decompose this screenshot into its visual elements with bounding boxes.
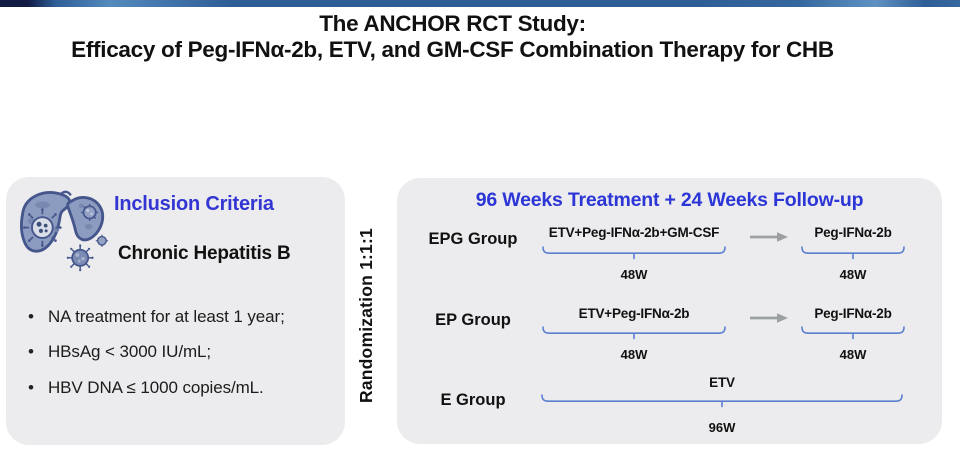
duration-label: 48W bbox=[839, 347, 867, 362]
group-label-e: E Group bbox=[440, 391, 506, 409]
bullet-text: HBsAg < 3000 IU/mL; bbox=[48, 342, 211, 362]
bullet-text: NA treatment for at least 1 year; bbox=[48, 306, 285, 326]
phase-bracket bbox=[801, 326, 905, 340]
bullet-dot: • bbox=[28, 377, 34, 397]
phase-label: ETV+Peg-IFNα-2b+GM-CSF bbox=[548, 225, 720, 240]
arrow-icon bbox=[750, 313, 788, 323]
duration-label: 48W bbox=[620, 267, 648, 282]
bullet-dot: • bbox=[28, 342, 34, 362]
bullet-item: • NA treatment for at least 1 year; bbox=[28, 299, 333, 335]
duration-label: 48W bbox=[839, 267, 867, 282]
bullet-text: HBV DNA ≤ 1000 copies/mL. bbox=[48, 377, 264, 397]
liver-virus-icon bbox=[19, 190, 109, 272]
phase-label: Peg-IFNα-2b bbox=[814, 306, 892, 321]
bullet-item: • HBsAg < 3000 IU/mL; bbox=[28, 335, 333, 371]
phase-label: Peg-IFNα-2b bbox=[814, 225, 892, 240]
phase-label: ETV+Peg-IFNα-2b bbox=[578, 306, 690, 321]
phase-bracket bbox=[801, 246, 905, 260]
group-label-epg: EPG Group bbox=[428, 230, 518, 248]
title-line-2: Efficacy of Peg-IFNα-2b, ETV, and GM-CSF… bbox=[71, 37, 834, 62]
duration-label: 96W bbox=[708, 420, 736, 435]
slide-title: The ANCHOR RCT Study: Efficacy of Peg-IF… bbox=[0, 11, 905, 63]
group-label-ep: EP Group bbox=[435, 311, 511, 329]
randomization-label: Randomization 1:1:1 bbox=[356, 228, 376, 404]
bullet-item: • HBV DNA ≤ 1000 copies/mL. bbox=[28, 370, 333, 406]
duration-label: 48W bbox=[620, 347, 648, 362]
design-panel: 96 Weeks Treatment + 24 Weeks Follow-up … bbox=[397, 178, 942, 444]
arrow-icon bbox=[750, 232, 788, 242]
design-heading: 96 Weeks Treatment + 24 Weeks Follow-up bbox=[475, 189, 864, 211]
phase-bracket bbox=[542, 326, 726, 340]
phase-bracket bbox=[542, 246, 726, 260]
inclusion-bullet-list: • NA treatment for at least 1 year; • HB… bbox=[28, 299, 333, 406]
inclusion-panel: Inclusion Criteria Chronic Hepatitis B •… bbox=[6, 177, 345, 445]
inclusion-subheading: Chronic Hepatitis B bbox=[118, 243, 291, 264]
phase-label: ETV bbox=[709, 375, 735, 390]
inclusion-heading: Inclusion Criteria bbox=[114, 193, 274, 215]
top-border-bar bbox=[0, 0, 960, 7]
bullet-dot: • bbox=[28, 306, 34, 326]
phase-bracket bbox=[541, 394, 903, 408]
title-line-1: The ANCHOR RCT Study: bbox=[319, 11, 586, 36]
